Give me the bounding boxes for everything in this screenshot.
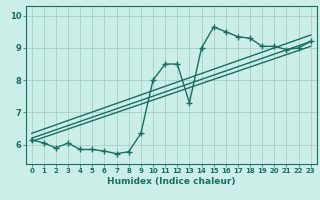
X-axis label: Humidex (Indice chaleur): Humidex (Indice chaleur) [107, 177, 236, 186]
